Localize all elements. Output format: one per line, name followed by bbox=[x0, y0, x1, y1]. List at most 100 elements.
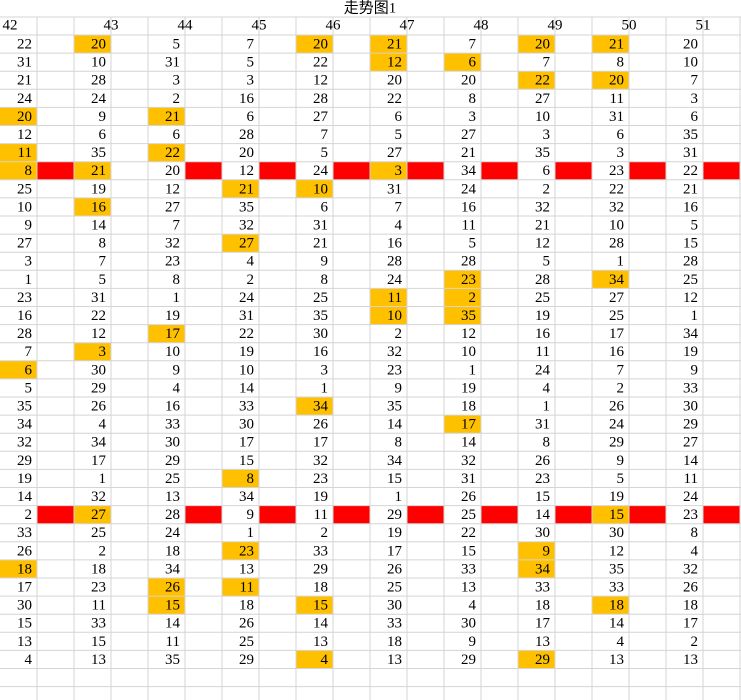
cell-value: 1 bbox=[247, 525, 255, 541]
cell-value: 35 bbox=[461, 308, 476, 324]
cell-value: 3 bbox=[99, 344, 107, 360]
cell-value: 25 bbox=[461, 507, 476, 523]
highlight-cell bbox=[444, 306, 481, 325]
cell-value: 11 bbox=[462, 217, 476, 233]
cell-value: 25 bbox=[535, 290, 550, 306]
marker-cell bbox=[259, 505, 296, 524]
cell-value: 23 bbox=[239, 543, 254, 559]
cell-value: 30 bbox=[91, 362, 106, 378]
cell-value: 17 bbox=[535, 616, 551, 632]
marker-cell bbox=[629, 505, 666, 524]
cell-value: 8 bbox=[469, 91, 477, 107]
cell-value: 1 bbox=[691, 308, 699, 324]
cell-value: 12 bbox=[461, 326, 476, 342]
cell-value: 12 bbox=[165, 181, 180, 197]
cell-value: 23 bbox=[683, 507, 698, 523]
cell-value: 20 bbox=[461, 73, 476, 89]
cell-value: 1 bbox=[617, 254, 625, 270]
cell-value: 22 bbox=[461, 525, 476, 541]
cell-value: 15 bbox=[239, 453, 254, 469]
cell-value: 26 bbox=[165, 579, 181, 595]
cell-value: 5 bbox=[395, 127, 403, 143]
cell-value: 35 bbox=[91, 145, 106, 161]
highlight-cell bbox=[222, 469, 259, 488]
cell-value: 13 bbox=[165, 489, 180, 505]
highlight-cell bbox=[0, 161, 37, 180]
cell-value: 1 bbox=[99, 471, 107, 487]
cell-value: 4 bbox=[543, 380, 551, 396]
cell-value: 35 bbox=[165, 652, 180, 668]
highlight-cell bbox=[296, 397, 333, 416]
cell-value: 3 bbox=[469, 109, 477, 125]
cell-value: 35 bbox=[609, 561, 624, 577]
cell-value: 21 bbox=[535, 217, 550, 233]
highlight-cell bbox=[74, 197, 111, 216]
cell-value: 17 bbox=[165, 326, 181, 342]
cell-value: 7 bbox=[469, 36, 477, 52]
cell-value: 31 bbox=[17, 55, 32, 71]
marker-cell bbox=[37, 505, 74, 524]
cell-value: 20 bbox=[313, 36, 328, 52]
highlight-cell bbox=[592, 505, 629, 524]
cell-value: 5 bbox=[469, 236, 477, 252]
cell-value: 17 bbox=[313, 435, 329, 451]
cell-value: 29 bbox=[535, 652, 550, 668]
cell-value: 15 bbox=[387, 471, 402, 487]
cell-value: 33 bbox=[91, 616, 106, 632]
cell-value: 19 bbox=[387, 525, 402, 541]
marker-cell bbox=[629, 161, 666, 180]
cell-value: 6 bbox=[321, 199, 329, 215]
cell-value: 24 bbox=[683, 489, 699, 505]
cell-value: 27 bbox=[91, 507, 107, 523]
cell-value: 31 bbox=[91, 290, 106, 306]
cell-value: 32 bbox=[683, 561, 698, 577]
cell-value: 29 bbox=[461, 652, 476, 668]
cell-value: 16 bbox=[17, 308, 33, 324]
highlight-cell bbox=[222, 541, 259, 560]
cell-value: 28 bbox=[683, 254, 698, 270]
column-header: 46 bbox=[326, 17, 342, 33]
column-header: 45 bbox=[252, 17, 267, 33]
column-header: 49 bbox=[548, 17, 563, 33]
cell-value: 19 bbox=[535, 308, 550, 324]
cell-value: 33 bbox=[17, 525, 32, 541]
cell-value: 31 bbox=[165, 55, 180, 71]
cell-value: 5 bbox=[617, 471, 625, 487]
cell-value: 32 bbox=[461, 453, 476, 469]
cell-value: 9 bbox=[247, 507, 255, 523]
cell-value: 13 bbox=[535, 634, 550, 650]
cell-value: 32 bbox=[165, 236, 180, 252]
cell-value: 26 bbox=[239, 616, 255, 632]
cell-value: 21 bbox=[91, 163, 106, 179]
cell-value: 18 bbox=[239, 598, 254, 614]
cell-value: 21 bbox=[165, 109, 180, 125]
column-header: 42 bbox=[3, 17, 18, 33]
cell-value: 14 bbox=[461, 435, 477, 451]
highlight-cell bbox=[518, 541, 555, 560]
cell-value: 32 bbox=[535, 199, 550, 215]
cell-value: 21 bbox=[609, 36, 624, 52]
cell-value: 28 bbox=[91, 73, 106, 89]
cell-value: 18 bbox=[387, 634, 402, 650]
cell-value: 26 bbox=[461, 489, 477, 505]
cell-value: 23 bbox=[461, 272, 476, 288]
cell-value: 11 bbox=[610, 91, 624, 107]
highlight-cell bbox=[370, 35, 407, 54]
cell-value: 14 bbox=[535, 507, 551, 523]
cell-value: 27 bbox=[239, 236, 255, 252]
cell-value: 33 bbox=[387, 616, 402, 632]
cell-value: 25 bbox=[165, 471, 180, 487]
cell-value: 4 bbox=[321, 652, 329, 668]
cell-value: 12 bbox=[609, 543, 624, 559]
cell-value: 22 bbox=[165, 145, 180, 161]
cell-value: 8 bbox=[691, 525, 699, 541]
cell-value: 13 bbox=[239, 561, 254, 577]
cell-value: 24 bbox=[313, 163, 329, 179]
cell-value: 5 bbox=[25, 380, 33, 396]
cell-value: 35 bbox=[313, 308, 328, 324]
cell-value: 27 bbox=[313, 109, 329, 125]
cell-value: 35 bbox=[683, 127, 698, 143]
cell-value: 28 bbox=[387, 254, 402, 270]
grid bbox=[0, 16, 741, 700]
highlight-cell bbox=[444, 415, 481, 434]
